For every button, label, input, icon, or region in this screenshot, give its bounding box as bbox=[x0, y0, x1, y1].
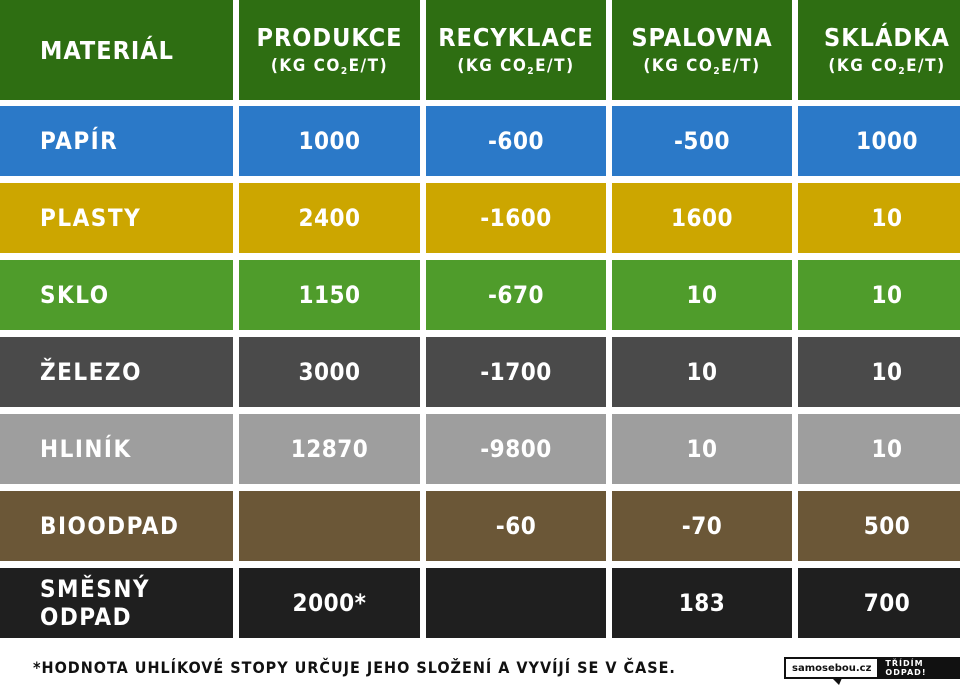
cell-produkce bbox=[239, 491, 420, 561]
cell-recyklace bbox=[426, 568, 606, 638]
cell-skladka: 10 bbox=[798, 183, 960, 253]
cell-recyklace: -9800 bbox=[426, 414, 606, 484]
cell-skladka: 10 bbox=[798, 337, 960, 407]
row-label: HLINÍK bbox=[0, 414, 233, 484]
cell-spalovna: 10 bbox=[612, 260, 792, 330]
cell-produkce: 3000 bbox=[239, 337, 420, 407]
cell-spalovna: 183 bbox=[612, 568, 792, 638]
row-label: SMĚSNÝ ODPAD bbox=[0, 568, 233, 638]
cell-skladka: 700 bbox=[798, 568, 960, 638]
header-title: PRODUKCE bbox=[256, 23, 403, 52]
header-recyklace: RECYKLACE (KG CO2E/T) bbox=[426, 0, 606, 100]
footer: *HODNOTA UHLÍKOVÉ STOPY URČUJE JEHO SLOŽ… bbox=[0, 640, 960, 700]
cell-produkce: 12870 bbox=[239, 414, 420, 484]
cell-skladka: 500 bbox=[798, 491, 960, 561]
header-title: SPALOVNA bbox=[631, 23, 773, 52]
logo-slogan: TŘÍDÍM ODPAD! bbox=[879, 657, 960, 679]
cell-produkce: 1150 bbox=[239, 260, 420, 330]
header-spalovna: SPALOVNA (KG CO2E/T) bbox=[612, 0, 792, 100]
cell-produkce: 2400 bbox=[239, 183, 420, 253]
header-unit: (KG CO2E/T) bbox=[828, 56, 946, 77]
header-produkce: PRODUKCE (KG CO2E/T) bbox=[239, 0, 420, 100]
header-title: SKLÁDKA bbox=[824, 23, 950, 52]
emissions-table: MATERIÁL PRODUKCE (KG CO2E/T) RECYKLACE … bbox=[0, 0, 960, 638]
row-label: PLASTY bbox=[0, 183, 233, 253]
cell-spalovna: 10 bbox=[612, 337, 792, 407]
cell-skladka: 10 bbox=[798, 414, 960, 484]
cell-skladka: 10 bbox=[798, 260, 960, 330]
cell-recyklace: -1600 bbox=[426, 183, 606, 253]
cell-recyklace: -600 bbox=[426, 106, 606, 176]
cell-recyklace: -1700 bbox=[426, 337, 606, 407]
cell-recyklace: -60 bbox=[426, 491, 606, 561]
header-title: RECYKLACE bbox=[438, 23, 594, 52]
row-label: SKLO bbox=[0, 260, 233, 330]
header-unit: (KG CO2E/T) bbox=[270, 56, 389, 77]
cell-produkce: 2000* bbox=[239, 568, 420, 638]
header-material-label: MATERIÁL bbox=[40, 35, 174, 65]
samosebou-logo[interactable]: samosebou.cz TŘÍDÍM ODPAD! bbox=[784, 657, 960, 685]
footnote: *HODNOTA UHLÍKOVÉ STOPY URČUJE JEHO SLOŽ… bbox=[33, 658, 676, 677]
row-label: PAPÍR bbox=[0, 106, 233, 176]
row-label: BIOODPAD bbox=[0, 491, 233, 561]
cell-spalovna: -500 bbox=[612, 106, 792, 176]
header-material: MATERIÁL bbox=[0, 0, 233, 100]
logo-site: samosebou.cz bbox=[784, 657, 880, 685]
header-unit: (KG CO2E/T) bbox=[457, 56, 575, 77]
cell-recyklace: -670 bbox=[426, 260, 606, 330]
cell-spalovna: 1600 bbox=[612, 183, 792, 253]
row-label: ŽELEZO bbox=[0, 337, 233, 407]
cell-produkce: 1000 bbox=[239, 106, 420, 176]
cell-skladka: 1000 bbox=[798, 106, 960, 176]
cell-spalovna: -70 bbox=[612, 491, 792, 561]
header-unit: (KG CO2E/T) bbox=[643, 56, 761, 77]
header-skladka: SKLÁDKA (KG CO2E/T) bbox=[798, 0, 960, 100]
cell-spalovna: 10 bbox=[612, 414, 792, 484]
